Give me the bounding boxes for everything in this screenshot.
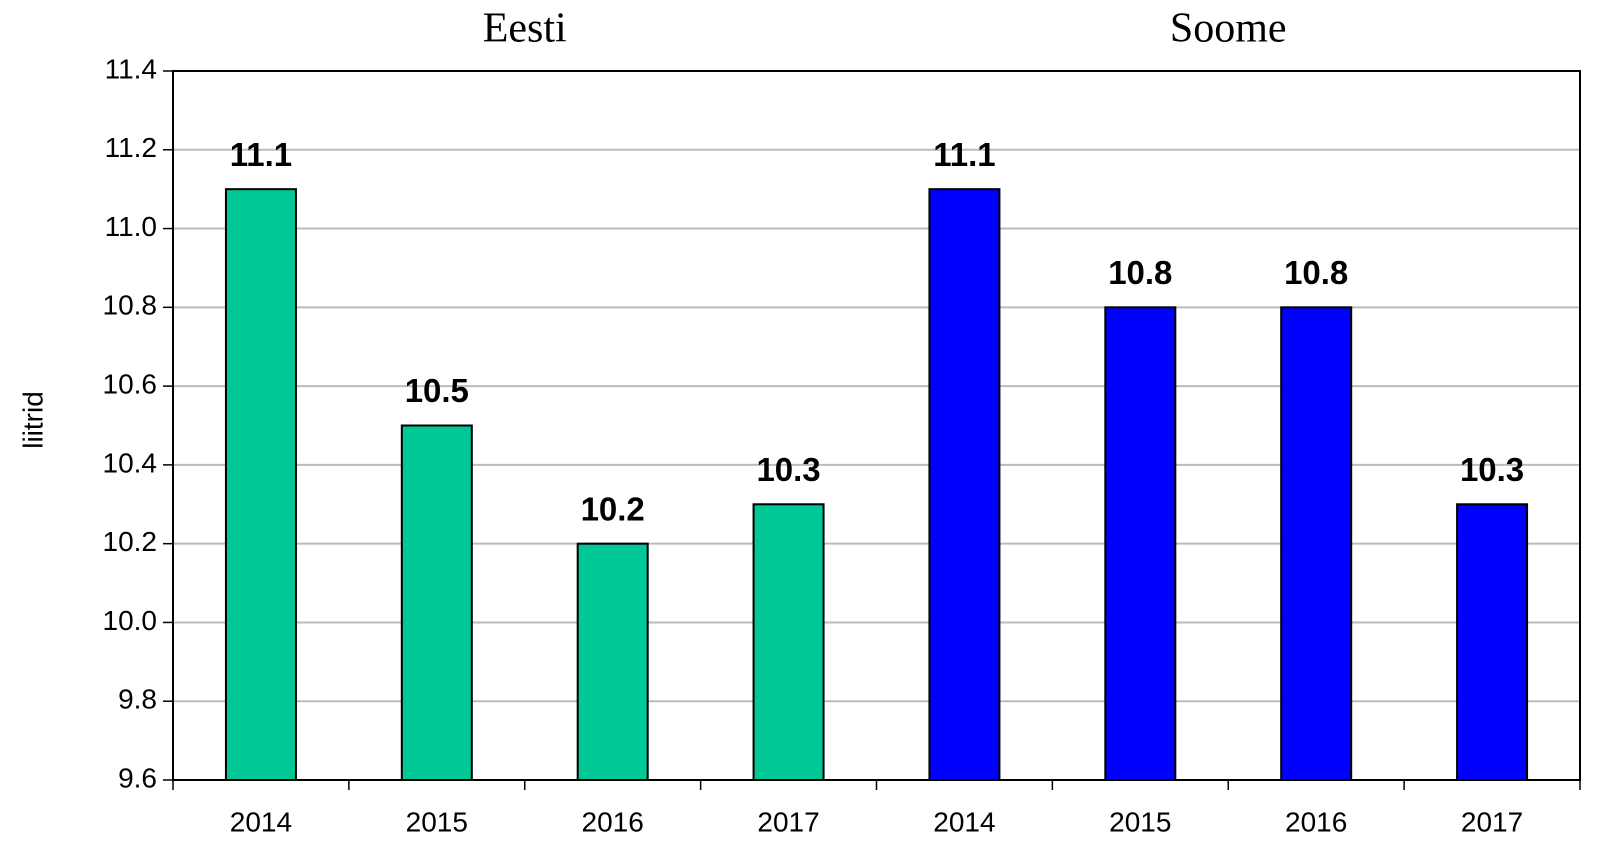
data-label: 10.8 (1284, 254, 1348, 291)
x-tick-label: 2017 (757, 806, 819, 837)
bar (1280, 306, 1353, 781)
x-tick-label: 2014 (230, 806, 292, 837)
group-title: Soome (1170, 6, 1287, 52)
y-tick-label: 10.4 (103, 447, 158, 478)
plot-frame (172, 70, 1581, 781)
data-label: 11.1 (933, 136, 995, 173)
bar (752, 503, 825, 781)
x-tick-label: 2015 (406, 806, 468, 837)
bar (400, 424, 473, 781)
bar (928, 188, 1001, 781)
y-axis-label: liitrid (17, 391, 48, 449)
bar (1456, 503, 1529, 781)
y-tick-label: 10.8 (103, 290, 158, 321)
y-tick-label: 11.2 (105, 132, 157, 163)
y-tick-label: 10.6 (103, 369, 158, 400)
data-label: 10.8 (1108, 254, 1172, 291)
y-tick-label: 11.4 (105, 53, 157, 84)
data-label: 10.5 (405, 372, 469, 409)
x-tick-label: 2016 (582, 806, 644, 837)
x-tick-label: 2015 (1109, 806, 1171, 837)
data-label: 10.3 (1460, 451, 1524, 488)
group-title: Eesti (483, 6, 567, 52)
y-tick-label: 10.2 (103, 526, 158, 557)
y-tick-label: 10.0 (103, 605, 158, 636)
data-label: 10.2 (581, 490, 645, 527)
x-tick-label: 2017 (1461, 806, 1523, 837)
y-tick-label: 9.8 (118, 684, 157, 715)
bar (1104, 306, 1177, 781)
x-tick-label: 2016 (1285, 806, 1347, 837)
y-tick-label: 11.0 (105, 211, 157, 242)
data-label: 11.1 (230, 136, 292, 173)
data-label: 10.3 (756, 451, 820, 488)
y-tick-label: 9.6 (118, 762, 157, 793)
x-tick-label: 2014 (933, 806, 995, 837)
bar (224, 188, 297, 781)
bar (576, 542, 649, 782)
